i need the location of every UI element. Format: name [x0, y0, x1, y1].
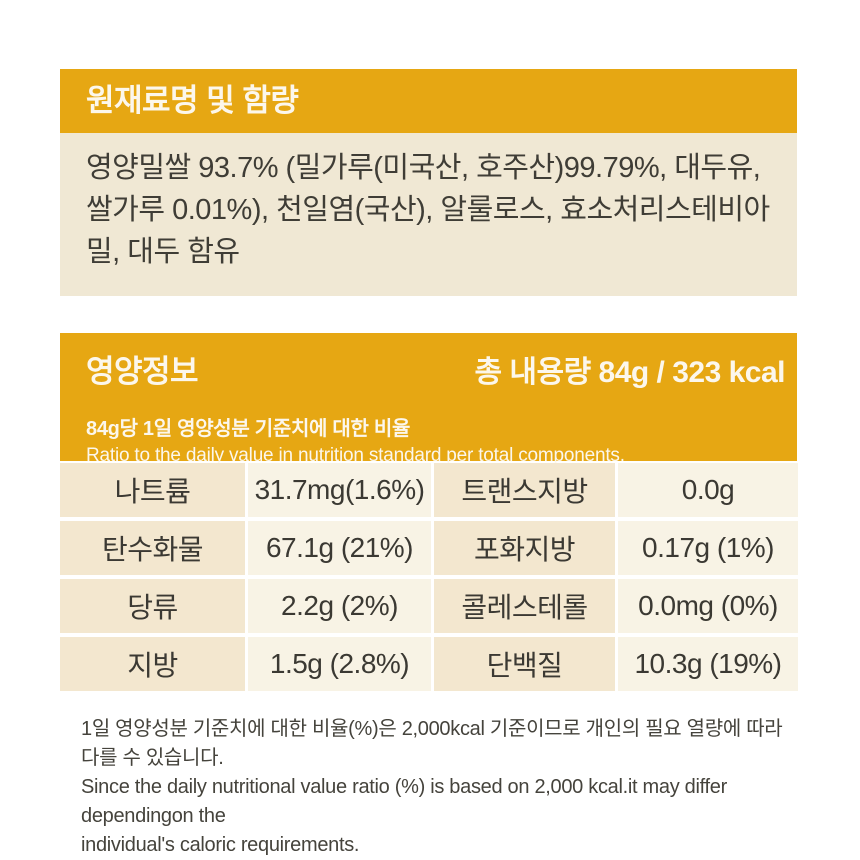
nutrition-title-row: 영양정보 총 내용량 84g / 323 kcal — [86, 346, 785, 391]
nutrient-name: 콜레스테롤 — [434, 579, 615, 633]
nutrient-name: 당류 — [60, 579, 245, 633]
ingredients-text: 영양밀쌀 93.7% (밀가루(미국산, 호주산)99.79%, 대두유, 쌀가… — [60, 133, 797, 296]
nutrition-table: 나트륨 31.7mg(1.6%) 트랜스지방 0.0g 탄수화물 67.1g (… — [60, 463, 798, 691]
footnote-line-english-1: Since the daily nutritional value ratio … — [81, 776, 727, 827]
ingredients-line-2: 쌀가루 0.01%), 천일염(국산), 알룰로스, 효소처리스테비아 — [86, 194, 770, 226]
nutrient-value: 67.1g (21%) — [248, 521, 431, 575]
nutrient-name: 단백질 — [434, 637, 615, 691]
nutrition-section-header: 영양정보 총 내용량 84g / 323 kcal 84g당 1일 영양성분 기… — [60, 333, 797, 466]
nutrition-subtitle-english: Ratio to the daily value in nutrition st… — [86, 445, 625, 466]
nutrient-value: 0.0mg (0%) — [618, 579, 798, 633]
nutrient-name: 트랜스지방 — [434, 463, 615, 517]
nutrient-name: 지방 — [60, 637, 245, 691]
nutrient-name: 탄수화물 — [60, 521, 245, 575]
nutrition-section-title: 영양정보 — [86, 354, 199, 389]
section-divider-space — [60, 296, 797, 333]
daily-value-footnote: 1일 영양성분 기준치에 대한 비율(%)은 2,000kcal 기준이므로 개… — [60, 691, 797, 860]
nutrient-value: 2.2g (2%) — [248, 579, 431, 633]
footnote-line-korean: 1일 영양성분 기준치에 대한 비율(%)은 2,000kcal 기준이므로 개… — [81, 718, 783, 769]
ingredients-line-1: 영양밀쌀 93.7% (밀가루(미국산, 호주산)99.79%, 대두유, — [86, 152, 761, 184]
ingredients-section-title: 원재료명 및 함량 — [60, 69, 797, 133]
nutrient-value: 10.3g (19%) — [618, 637, 798, 691]
nutrient-value: 31.7mg(1.6%) — [248, 463, 431, 517]
ingredients-line-3: 밀, 대두 함유 — [86, 236, 240, 268]
nutrient-name: 나트륨 — [60, 463, 245, 517]
nutrient-value: 0.17g (1%) — [618, 521, 798, 575]
nutrient-value: 1.5g (2.8%) — [248, 637, 431, 691]
nutrition-subtitle-korean: 84g당 1일 영양성분 기준치에 대한 비율 — [86, 418, 411, 440]
total-amount-calories: 총 내용량 84g / 323 kcal — [474, 356, 785, 389]
nutrient-name: 포화지방 — [434, 521, 615, 575]
nutrient-value: 0.0g — [618, 463, 798, 517]
label-content: 원재료명 및 함량 영양밀쌀 93.7% (밀가루(미국산, 호주산)99.79… — [60, 69, 798, 860]
